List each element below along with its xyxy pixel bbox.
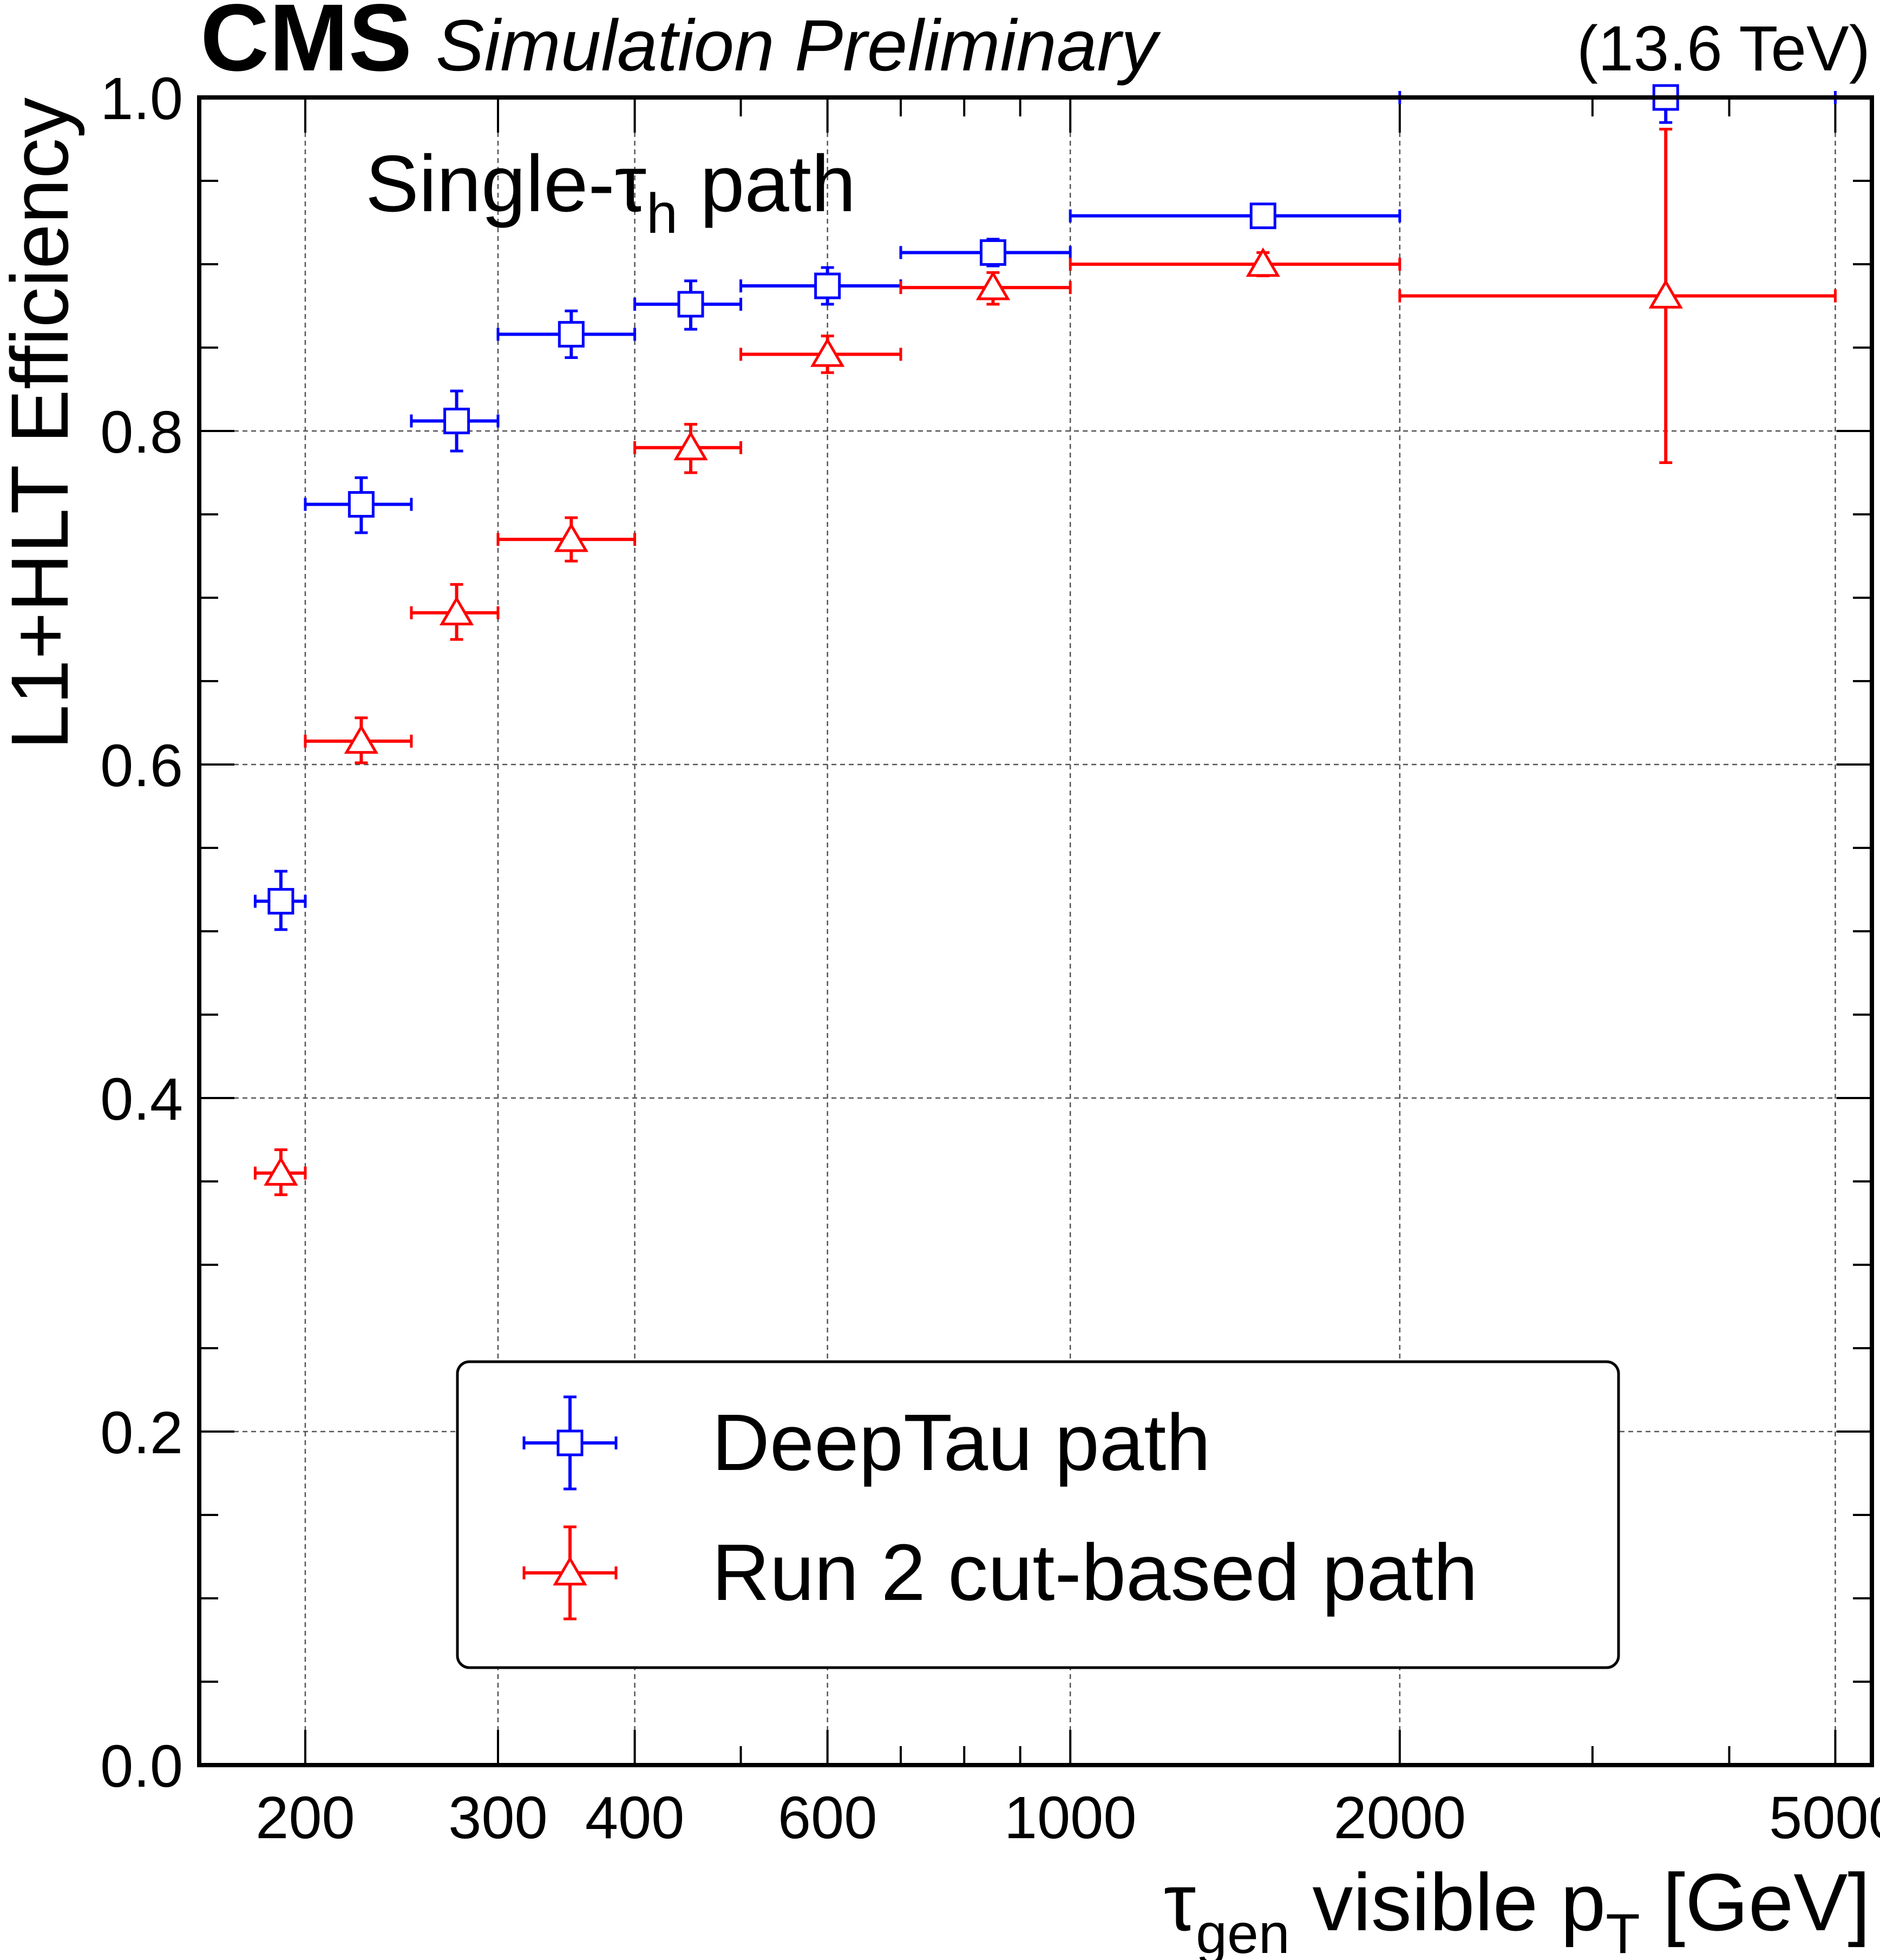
legend-marker-shape bbox=[553, 1556, 587, 1586]
series-deeptau bbox=[253, 84, 1837, 931]
legend: DeepTau path Run 2 cut-based path bbox=[456, 1360, 1620, 1669]
y-tick-label: 0.6 bbox=[100, 733, 183, 799]
x-tick-label: 400 bbox=[585, 1785, 685, 1851]
cms-label: CMS bbox=[200, 0, 412, 91]
y-tick-label: 0.8 bbox=[100, 399, 183, 466]
data-point bbox=[410, 389, 500, 453]
triangle-marker bbox=[439, 596, 474, 626]
x-title-mid: visible p bbox=[1290, 1857, 1606, 1948]
triangle-marker bbox=[1246, 247, 1280, 277]
x-tick-label: 1000 bbox=[1004, 1785, 1137, 1851]
y-axis-title: L1+HLT Efficiency bbox=[0, 97, 85, 750]
simulation-preliminary-label: Simulation Preliminary bbox=[436, 5, 1161, 86]
square-marker bbox=[267, 888, 294, 915]
data-point bbox=[739, 266, 902, 306]
square-marker bbox=[1249, 202, 1276, 230]
square-marker bbox=[677, 291, 704, 318]
triangle-marker bbox=[975, 271, 1011, 300]
x-title-sub-gen: gen bbox=[1196, 1903, 1290, 1960]
legend-label-run2: Run 2 cut-based path bbox=[712, 1528, 1478, 1617]
data-point bbox=[304, 716, 413, 765]
data-series bbox=[253, 84, 1837, 1197]
data-point bbox=[1069, 202, 1401, 230]
data-point bbox=[1398, 128, 1837, 465]
data-point bbox=[253, 870, 307, 931]
legend-marker-run2 bbox=[522, 1525, 618, 1621]
energy-label: (13.6 TeV) bbox=[1577, 13, 1870, 84]
x-title-tau: τ bbox=[1164, 1857, 1196, 1948]
triangle-marker bbox=[810, 337, 845, 367]
series-run2-cutbased bbox=[253, 128, 1837, 1197]
data-point bbox=[899, 271, 1072, 306]
square-marker bbox=[558, 321, 585, 348]
data-point bbox=[1069, 247, 1401, 278]
data-point bbox=[739, 334, 902, 374]
annotation-subscript: h bbox=[646, 182, 678, 245]
legend-box bbox=[456, 1360, 1620, 1669]
legend-label-deeptau: DeepTau path bbox=[712, 1398, 1211, 1487]
legend-marker-deeptau bbox=[522, 1395, 618, 1491]
triangle-marker bbox=[264, 1156, 298, 1186]
triangle-marker bbox=[554, 522, 588, 552]
data-point bbox=[496, 309, 637, 359]
annotation-rest: path bbox=[678, 139, 856, 228]
x-title-sub-t: T bbox=[1606, 1903, 1640, 1960]
data-point bbox=[410, 583, 500, 641]
y-tick-label: 0.4 bbox=[100, 1066, 183, 1133]
grid-lines bbox=[199, 97, 1872, 1765]
data-point bbox=[633, 423, 743, 474]
square-marker bbox=[814, 272, 841, 299]
triangle-marker bbox=[344, 724, 379, 754]
data-point bbox=[1398, 84, 1837, 124]
x-tick-label: 200 bbox=[256, 1785, 355, 1851]
data-point bbox=[253, 1148, 307, 1197]
y-tick-label: 0.2 bbox=[100, 1400, 183, 1466]
data-point bbox=[304, 476, 413, 534]
x-tick-label: 600 bbox=[778, 1785, 877, 1851]
square-marker bbox=[443, 408, 470, 435]
data-point bbox=[633, 279, 743, 331]
path-annotation: Single-τh path bbox=[365, 139, 856, 245]
data-point bbox=[496, 516, 637, 563]
data-point bbox=[899, 238, 1072, 267]
y-tick-label: 0.0 bbox=[100, 1733, 183, 1800]
triangle-marker bbox=[1648, 279, 1683, 309]
plot-frame bbox=[197, 95, 1874, 1767]
legend-markers bbox=[522, 1395, 618, 1621]
x-axis-title: τgen visible pT [GeV] bbox=[1164, 1857, 1870, 1960]
legend-marker-shape bbox=[556, 1429, 584, 1456]
square-marker bbox=[979, 239, 1006, 266]
square-marker bbox=[348, 491, 375, 518]
triangle-marker bbox=[673, 430, 708, 461]
x-title-end: [GeV] bbox=[1640, 1857, 1870, 1948]
y-tick-label: 1.0 bbox=[100, 66, 183, 132]
annotation-main: Single-τ bbox=[365, 139, 646, 228]
x-tick-label: 300 bbox=[448, 1785, 548, 1851]
x-tick-label: 2000 bbox=[1333, 1785, 1466, 1851]
